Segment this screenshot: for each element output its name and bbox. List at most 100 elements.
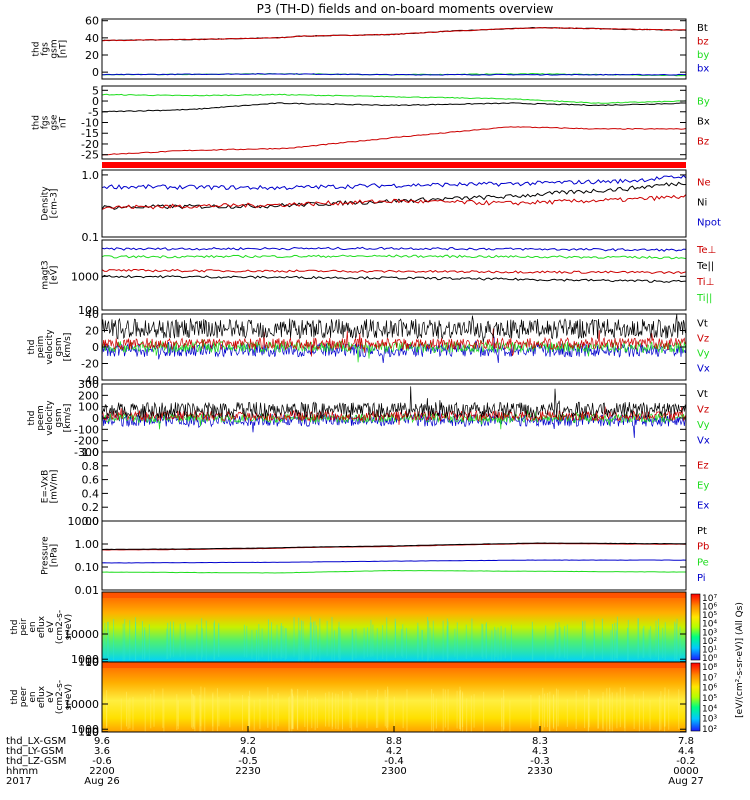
panel-fgs-gse: -25-20-15-10-505 thd fgs gse nT By Bx Bz (32, 84, 710, 161)
trace-ion-velocity-Vy (101, 339, 687, 363)
time-row-value: 4.4 (678, 746, 694, 757)
series-fgs-mag-bz (101, 27, 687, 42)
ylabel-line: sr-eV) (64, 614, 74, 640)
ylabel-ion-velocity: thd peim velocity gsm [km/s] (27, 329, 73, 365)
ylabel-line: [km/s] (63, 404, 73, 433)
frame-fgs-mag (101, 18, 687, 80)
ytick-label-pressure: 1.00 (75, 538, 100, 551)
series-temperature-Te⊥ (101, 269, 687, 275)
ytick-label-fgs-gse: -15 (81, 127, 99, 140)
legend-temperature-Ti||: Ti|| (696, 293, 712, 304)
legend-ion-velocity-Vy: Vy (697, 349, 710, 360)
ytick-label-density: 0.1 (82, 231, 100, 244)
ylabel-line: sr-eV) (64, 684, 74, 710)
legend-ion-velocity-Vt: Vt (697, 319, 708, 330)
ytick-label-ion-spectrogram: 1000 (71, 653, 99, 666)
legend-electron-velocity-Vx: Vx (697, 435, 710, 446)
series-fgs-gse-Bx (101, 102, 686, 113)
ylabel-fgs-mag: thd fgs gsm [nT] (32, 39, 69, 58)
ylabel-line: [cm-3] (50, 189, 60, 219)
series-density-Ne (101, 194, 687, 211)
legend-density-Npot: Npot (697, 218, 721, 229)
legend-efield-Ex: Ex (697, 501, 709, 512)
time-row-value: Aug 26 (84, 776, 119, 787)
ytick-label-electron-velocity: 300 (78, 378, 99, 391)
ytick-label-fgs-gse: -5 (88, 106, 99, 119)
time-row-value: 3.6 (94, 746, 110, 757)
legend-temperature-Ti⊥: Ti⊥ (696, 277, 714, 288)
ytick-label-ion-spectrogram: 10 (85, 656, 99, 669)
legend-fgs-mag-bz: bz (697, 36, 709, 47)
legend-density-Ne: Ne (697, 178, 711, 189)
time-row-value: 8.3 (532, 736, 548, 747)
time-row-value: 9.6 (94, 736, 110, 747)
colorbar-tick-label: 10⁶ (702, 684, 717, 694)
time-row-value: -0.4 (384, 756, 404, 767)
legend-temperature-Te⊥: Te⊥ (696, 245, 716, 256)
ylabel-line: gsm (54, 408, 64, 427)
ytick-label-pressure: 10.00 (68, 515, 100, 528)
legend-electron-velocity-Vz: Vz (697, 404, 709, 415)
legend-electron-velocity-Vt: Vt (697, 389, 708, 400)
time-row-value: -0.2 (676, 756, 696, 767)
ytick-label-fgs-mag: 60 (85, 15, 99, 28)
time-row-label: 2017 (6, 776, 31, 787)
colorbar-tick-label: 10⁴ (702, 704, 717, 714)
legend-pressure-Pt: Pt (697, 526, 707, 537)
ytick-label-ion-velocity: 0 (92, 341, 99, 354)
ylabel-line: eflux (37, 685, 47, 708)
ylabel-line: Density (41, 186, 51, 221)
series-fgs-gse-By (101, 93, 687, 104)
panel-ion-velocity: -40 -20 0 20 40 thd peim velocity gsm [km/s] Vt Vz V… (27, 308, 710, 387)
ytick-label-electron-velocity: 100 (78, 401, 99, 414)
series-temperature-Ti⊥ (101, 246, 687, 252)
ytick-label-ion-spectrogram: 10000 (64, 628, 99, 641)
time-row-value: 2330 (527, 766, 552, 777)
ion-spectrogram-image (102, 592, 686, 662)
time-row-value: 2300 (381, 766, 406, 777)
ylabel-pressure: Pressure [nPa] (41, 536, 60, 575)
legend-electron-velocity-Vy: Vy (697, 420, 710, 431)
ylabel-line: [eV] (50, 266, 60, 285)
colorbar-tick-label: 10⁵ (702, 694, 717, 704)
panel-efield: 0.00.20.40.60.81.0 E=-VxB [mV/m] Ez Ey Ex (41, 446, 710, 528)
ytick-label-electron-velocity: 0 (92, 412, 99, 425)
ylabel-line: gse (50, 114, 60, 130)
time-row-value: 4.3 (532, 746, 548, 757)
ylabel-line: (cm2-s- (55, 680, 65, 714)
colorbar-gradient (690, 662, 701, 732)
ylabel-line: velocity (45, 400, 55, 436)
colorbar-tick-label: 10¹ (702, 645, 717, 655)
ytick-label-temperature: 100 (78, 304, 99, 317)
ylabel-line: thd (32, 42, 42, 57)
ytick-label-fgs-mag: 40 (85, 32, 99, 45)
legend-fgs-mag-bx: bx (697, 63, 709, 74)
time-row-value: 2200 (89, 766, 114, 777)
ytick-label-fgs-mag: 0 (92, 66, 99, 79)
trace-electron-velocity-Vx (101, 410, 687, 438)
series-pressure-Pt (101, 542, 687, 551)
ylabel-line: [nPa] (50, 544, 60, 567)
legend-pressure-Pe: Pe (697, 557, 709, 568)
legend-ion-velocity-Vz: Vz (697, 334, 709, 345)
ylabel-line: thd (27, 340, 37, 355)
legend-pressure-Pb: Pb (697, 542, 709, 553)
colorbar-tick-label: 10⁷ (702, 594, 717, 604)
ytick-label-fgs-gse: 0 (92, 95, 99, 108)
time-row-value: 8.8 (386, 736, 402, 747)
ylabel-line: gsm (54, 337, 64, 356)
colorbar-tick-label: 10³ (702, 628, 717, 638)
ylabel-line: peim (36, 336, 46, 359)
frame-temperature (101, 239, 687, 311)
ylabel-line: [mV/m] (50, 470, 60, 504)
series-pressure-Pe (102, 569, 686, 574)
time-row-value: 7.8 (678, 736, 694, 747)
trace-ion-velocity-Vt (101, 313, 687, 343)
ytick-label-efield: 0.0 (82, 515, 100, 528)
